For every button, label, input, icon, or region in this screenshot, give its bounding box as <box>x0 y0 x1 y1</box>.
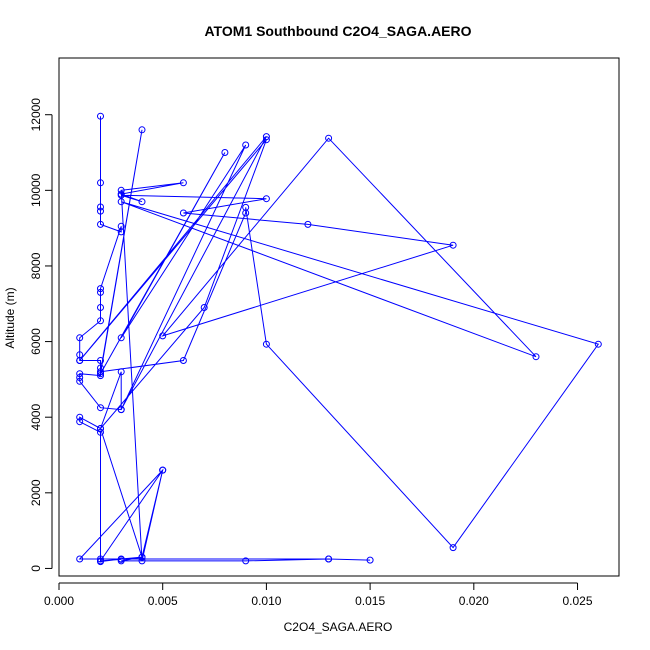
x-tick-label: 0.025 <box>563 594 593 608</box>
y-tick-label: 2000 <box>29 479 43 506</box>
y-tick-label: 4000 <box>29 404 43 431</box>
data-point <box>159 332 167 340</box>
data-point <box>97 368 104 376</box>
data-point <box>242 141 250 149</box>
data-point <box>262 195 270 203</box>
data-point <box>76 357 84 364</box>
x-tick-label: 0.015 <box>355 594 385 608</box>
data-point <box>76 413 84 421</box>
data-point <box>97 304 104 311</box>
data-point <box>117 186 125 194</box>
data-point <box>117 368 125 376</box>
chart-title: ATOM1 Southbound C2O4_SAGA.AERO <box>204 23 471 39</box>
data-point <box>304 220 312 228</box>
y-tick-label: 10000 <box>29 173 43 207</box>
x-axis: 0.000 0.005 0.010 0.015 0.020 0.025 <box>44 582 593 608</box>
data-point <box>200 304 208 311</box>
y-tick-label: 12000 <box>29 98 43 132</box>
data-point <box>138 126 146 134</box>
data-point <box>221 149 229 156</box>
data-point <box>97 207 104 215</box>
data-point <box>76 334 84 342</box>
data-series <box>76 112 602 566</box>
data-point <box>97 357 104 364</box>
data-point <box>97 288 104 296</box>
data-point <box>138 198 146 206</box>
y-axis-label: Altitude (m) <box>3 287 17 348</box>
data-point <box>325 555 333 563</box>
y-tick-label: 6000 <box>29 328 43 355</box>
data-point <box>179 357 187 364</box>
data-point <box>76 418 84 426</box>
data-point <box>138 557 146 565</box>
data-point <box>117 222 125 230</box>
data-point <box>262 136 270 144</box>
data-point <box>97 404 104 412</box>
data-point <box>97 112 104 120</box>
x-tick-label: 0.020 <box>459 594 489 608</box>
x-tick-label: 0.005 <box>148 594 178 608</box>
x-axis-label: C2O4_SAGA.AERO <box>284 620 393 634</box>
data-point <box>76 374 84 381</box>
data-point <box>97 285 104 293</box>
data-point <box>76 555 84 563</box>
data-point <box>97 555 104 563</box>
data-point <box>117 555 125 563</box>
data-point <box>366 556 374 564</box>
data-point <box>97 179 104 187</box>
data-point <box>76 377 84 385</box>
data-point <box>97 370 104 378</box>
series-line <box>78 116 600 563</box>
data-point <box>262 340 270 348</box>
x-tick-label: 0.000 <box>44 594 74 608</box>
data-point <box>97 557 104 565</box>
y-axis: 0 2000 4000 6000 8000 10000 12000 <box>29 98 53 572</box>
data-point <box>594 340 602 348</box>
x-tick-label: 0.010 <box>251 594 281 608</box>
data-point <box>117 406 125 414</box>
data-point <box>117 198 125 206</box>
data-point <box>97 220 104 228</box>
data-point <box>159 466 167 474</box>
data-point <box>76 370 84 378</box>
data-point <box>449 241 457 249</box>
y-tick-label: 0 <box>29 565 43 572</box>
data-point <box>97 428 104 436</box>
data-point <box>97 203 104 211</box>
data-point <box>262 133 270 141</box>
y-tick-label: 8000 <box>29 252 43 279</box>
plot-frame <box>58 57 620 577</box>
data-point <box>97 372 104 380</box>
data-point <box>242 209 250 217</box>
data-point <box>97 317 104 325</box>
data-point <box>449 544 457 552</box>
data-point <box>97 425 104 432</box>
data-point <box>179 179 187 187</box>
data-point <box>325 134 333 142</box>
data-point <box>179 209 187 217</box>
data-point <box>532 353 540 361</box>
data-point <box>242 557 250 565</box>
data-point <box>138 553 146 561</box>
data-point <box>117 334 125 342</box>
